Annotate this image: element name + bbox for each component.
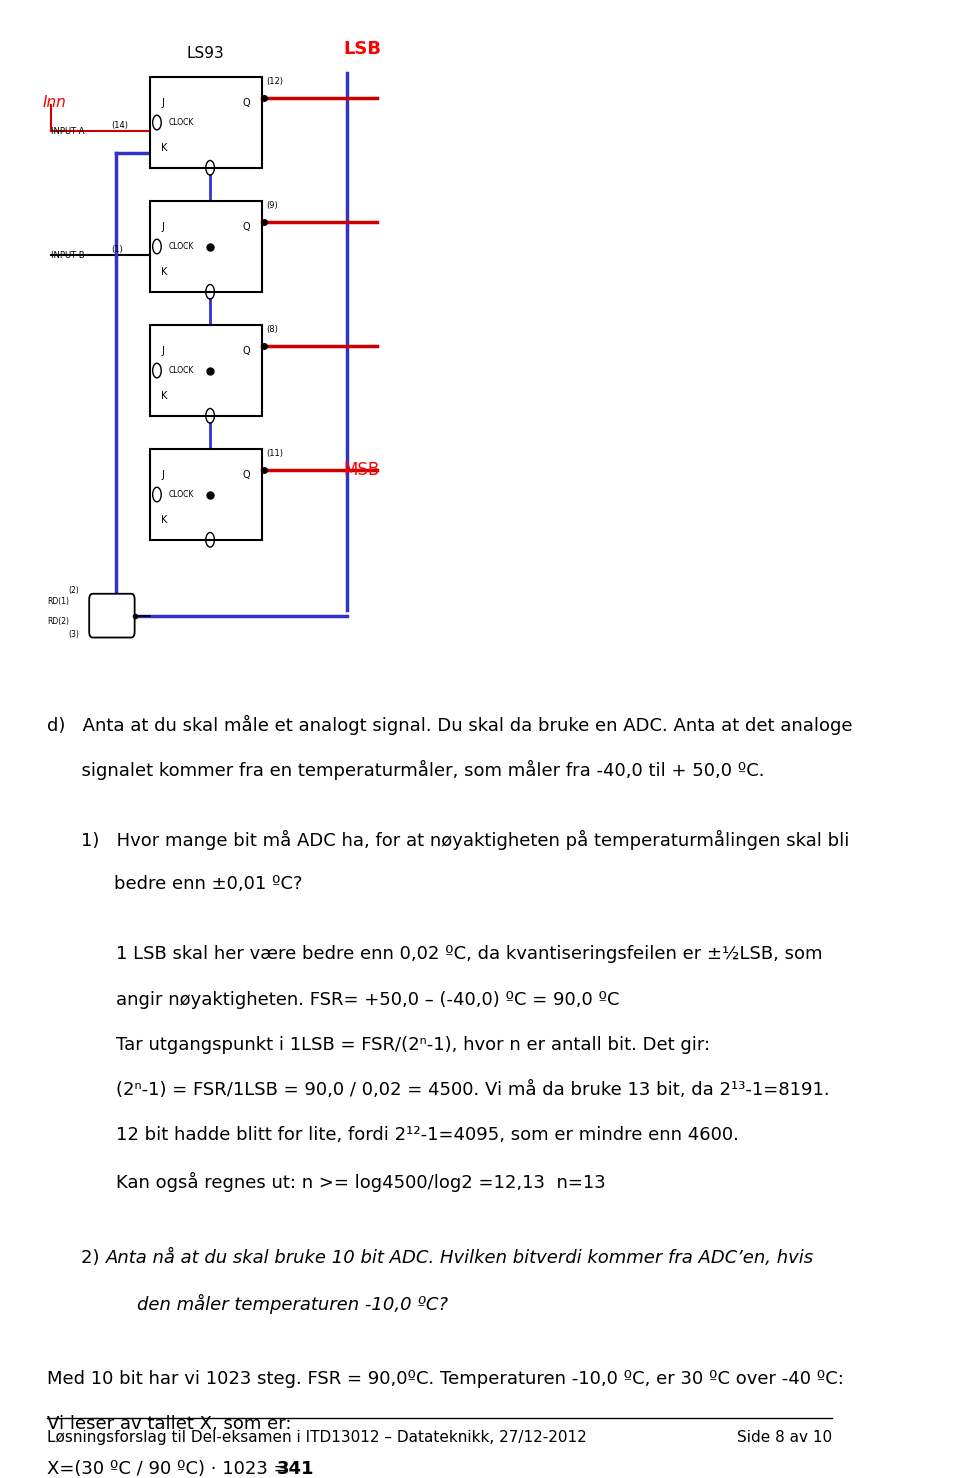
Text: RD(1): RD(1) xyxy=(47,597,69,606)
Text: Q: Q xyxy=(243,470,251,480)
Text: signalet kommer fra en temperaturmåler, som måler fra -40,0 til + 50,0 ºC.: signalet kommer fra en temperaturmåler, … xyxy=(47,760,765,780)
Text: LSB: LSB xyxy=(343,40,381,58)
Text: 1)   Hvor mange bit må ADC ha, for at nøyaktigheten på temperaturmålingen skal b: 1) Hvor mange bit må ADC ha, for at nøya… xyxy=(82,831,850,850)
Text: Q: Q xyxy=(243,222,251,232)
Text: K: K xyxy=(161,143,168,154)
Text: K: K xyxy=(161,392,168,401)
Text: Tar utgangspunkt i 1LSB = FSR/(2ⁿ-1), hvor n er antall bit. Det gir:: Tar utgangspunkt i 1LSB = FSR/(2ⁿ-1), hv… xyxy=(116,1036,709,1054)
Text: den måler temperaturen -10,0 ºC?: den måler temperaturen -10,0 ºC? xyxy=(137,1295,448,1314)
Text: (9): (9) xyxy=(266,201,277,210)
Text: Vi leser av tallet X, som er:: Vi leser av tallet X, som er: xyxy=(47,1414,292,1434)
Text: X=(30 ºC / 90 ºC) · 1023 =: X=(30 ºC / 90 ºC) · 1023 = xyxy=(47,1460,295,1478)
Text: J: J xyxy=(161,346,164,356)
Text: (14): (14) xyxy=(111,121,129,130)
Text: Q: Q xyxy=(243,98,251,108)
Bar xyxy=(150,201,261,291)
Text: 1 LSB skal her være bedre enn 0,02 ºC, da kvantiseringsfeilen er ±½LSB, som: 1 LSB skal her være bedre enn 0,02 ºC, d… xyxy=(116,946,823,964)
Text: (2ⁿ-1) = FSR/1LSB = 90,0 / 0,02 = 4500. Vi må da bruke 13 bit, da 2¹³-1=8191.: (2ⁿ-1) = FSR/1LSB = 90,0 / 0,02 = 4500. … xyxy=(116,1080,829,1100)
Text: Anta nå at du skal bruke 10 bit ADC. Hvilken bitverdi kommer fra ADC’en, hvis: Anta nå at du skal bruke 10 bit ADC. Hvi… xyxy=(106,1249,814,1267)
Text: CLOCK: CLOCK xyxy=(169,367,194,375)
Text: RD(2): RD(2) xyxy=(47,616,69,627)
Text: (3): (3) xyxy=(68,630,80,638)
Text: J: J xyxy=(161,470,164,480)
Text: Løsningsforslag til Del-eksamen i ITD13012 – Datateknikk, 27/12-2012: Løsningsforslag til Del-eksamen i ITD130… xyxy=(47,1429,587,1444)
Text: angir nøyaktigheten. FSR= +50,0 – (-40,0) ºC = 90,0 ºC: angir nøyaktigheten. FSR= +50,0 – (-40,0… xyxy=(116,990,619,1008)
Bar xyxy=(150,449,261,539)
Bar xyxy=(150,77,261,168)
Text: Side 8 av 10: Side 8 av 10 xyxy=(736,1429,832,1444)
Text: CLOCK: CLOCK xyxy=(169,491,194,500)
Text: (2): (2) xyxy=(68,587,80,596)
Text: K: K xyxy=(161,268,168,278)
Text: Med 10 bit har vi 1023 steg. FSR = 90,0ºC. Temperaturen -10,0 ºC, er 30 ºC over : Med 10 bit har vi 1023 steg. FSR = 90,0º… xyxy=(47,1370,844,1388)
Text: 341: 341 xyxy=(277,1460,315,1478)
Text: 2): 2) xyxy=(82,1249,111,1267)
Text: Q: Q xyxy=(243,346,251,356)
Text: Kan også regnes ut: n >= log4500/log2 =12,13  n=13: Kan også regnes ut: n >= log4500/log2 =1… xyxy=(116,1172,606,1191)
FancyBboxPatch shape xyxy=(89,594,134,637)
Text: bedre enn ±0,01 ºC?: bedre enn ±0,01 ºC? xyxy=(114,875,302,893)
Text: MSB: MSB xyxy=(343,461,379,479)
Text: Inn: Inn xyxy=(43,95,66,109)
Bar xyxy=(150,325,261,415)
Text: (12): (12) xyxy=(266,77,283,86)
Text: LS93: LS93 xyxy=(187,46,225,61)
Text: CLOCK: CLOCK xyxy=(169,118,194,127)
Text: (1): (1) xyxy=(111,245,123,254)
Text: INPUT B: INPUT B xyxy=(52,251,85,260)
Text: K: K xyxy=(161,516,168,525)
Text: d)   Anta at du skal måle et analogt signal. Du skal da bruke en ADC. Anta at de: d) Anta at du skal måle et analogt signa… xyxy=(47,715,852,735)
Text: 12 bit hadde blitt for lite, fordi 2¹²-1=4095, som er mindre enn 4600.: 12 bit hadde blitt for lite, fordi 2¹²-1… xyxy=(116,1126,738,1144)
Text: (8): (8) xyxy=(266,325,277,334)
Text: CLOCK: CLOCK xyxy=(169,242,194,251)
Text: INPUT A: INPUT A xyxy=(52,127,84,136)
Text: (11): (11) xyxy=(266,449,283,458)
Text: J: J xyxy=(161,98,164,108)
Text: J: J xyxy=(161,222,164,232)
